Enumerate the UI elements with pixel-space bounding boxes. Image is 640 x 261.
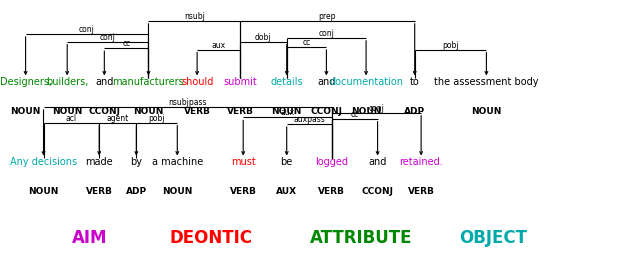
Text: NOUN: NOUN bbox=[271, 107, 302, 116]
Text: VERB: VERB bbox=[184, 107, 211, 116]
Text: builders,: builders, bbox=[46, 78, 88, 87]
Text: nsubj: nsubj bbox=[184, 12, 205, 21]
Text: CCONJ: CCONJ bbox=[310, 107, 342, 116]
Text: submit: submit bbox=[223, 78, 257, 87]
Text: VERB: VERB bbox=[230, 187, 257, 196]
Text: a machine: a machine bbox=[152, 157, 203, 167]
Text: NOUN: NOUN bbox=[52, 107, 83, 116]
Text: logged: logged bbox=[315, 157, 348, 167]
Text: NOUN: NOUN bbox=[351, 107, 381, 116]
Text: and: and bbox=[369, 157, 387, 167]
Text: Any decisions: Any decisions bbox=[10, 157, 77, 167]
Text: pobj: pobj bbox=[148, 114, 165, 123]
Text: and: and bbox=[317, 78, 335, 87]
Text: nsubjpass: nsubjpass bbox=[168, 98, 207, 107]
Text: DEONTIC: DEONTIC bbox=[170, 229, 253, 247]
Text: NOUN: NOUN bbox=[10, 107, 41, 116]
Text: to: to bbox=[410, 78, 420, 87]
Text: dobj: dobj bbox=[255, 33, 271, 42]
Text: VERB: VERB bbox=[86, 187, 113, 196]
Text: aux: aux bbox=[280, 109, 294, 117]
Text: NOUN: NOUN bbox=[133, 107, 164, 116]
Text: prep: prep bbox=[319, 12, 336, 21]
Text: conj: conj bbox=[79, 25, 95, 34]
Text: cc: cc bbox=[122, 39, 131, 48]
Text: conj: conj bbox=[369, 104, 384, 113]
Text: Designers,: Designers, bbox=[0, 78, 52, 87]
Text: ADP: ADP bbox=[404, 107, 426, 116]
Text: should: should bbox=[181, 78, 213, 87]
Text: retained.: retained. bbox=[399, 157, 443, 167]
Text: ATTRIBUTE: ATTRIBUTE bbox=[310, 229, 413, 247]
Text: conj: conj bbox=[319, 29, 334, 38]
Text: AUX: AUX bbox=[276, 187, 298, 196]
Text: VERB: VERB bbox=[318, 187, 345, 196]
Text: VERB: VERB bbox=[408, 187, 435, 196]
Text: acl: acl bbox=[66, 114, 77, 123]
Text: NOUN: NOUN bbox=[471, 107, 502, 116]
Text: be: be bbox=[280, 157, 293, 167]
Text: OBJECT: OBJECT bbox=[459, 229, 527, 247]
Text: NOUN: NOUN bbox=[28, 187, 59, 196]
Text: conj: conj bbox=[100, 33, 116, 42]
Text: must: must bbox=[231, 157, 255, 167]
Text: agent: agent bbox=[107, 114, 129, 123]
Text: CCONJ: CCONJ bbox=[362, 187, 394, 196]
Text: VERB: VERB bbox=[227, 107, 253, 116]
Text: and: and bbox=[95, 78, 113, 87]
Text: cc: cc bbox=[351, 110, 358, 119]
Text: by: by bbox=[131, 157, 142, 167]
Text: the assessment body: the assessment body bbox=[434, 78, 539, 87]
Text: auxpass: auxpass bbox=[293, 115, 325, 124]
Text: aux: aux bbox=[211, 41, 226, 50]
Text: NOUN: NOUN bbox=[162, 187, 193, 196]
Text: details: details bbox=[271, 78, 303, 87]
Text: AIM: AIM bbox=[72, 229, 108, 247]
Text: ADP: ADP bbox=[125, 187, 147, 196]
Text: pobj: pobj bbox=[442, 41, 459, 50]
Text: manufacturers: manufacturers bbox=[113, 78, 184, 87]
Text: CCONJ: CCONJ bbox=[88, 107, 120, 116]
Text: made: made bbox=[85, 157, 113, 167]
Text: documentation: documentation bbox=[329, 78, 403, 87]
Text: cc: cc bbox=[303, 38, 310, 47]
